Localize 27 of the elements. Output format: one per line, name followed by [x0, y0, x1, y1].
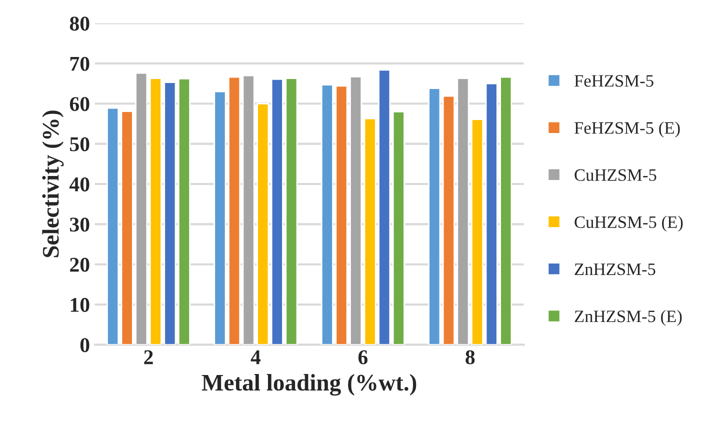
y-tick-label: 70 [70, 56, 90, 71]
bar [178, 78, 191, 345]
y-tick-label: 20 [70, 258, 90, 272]
x-tick-label: 8 [466, 350, 475, 364]
bar [228, 76, 241, 345]
y-tick-label: 80 [70, 16, 90, 31]
y-tick-label: 60 [70, 97, 90, 112]
y-tick-label: 50 [70, 137, 90, 152]
bar [214, 90, 226, 345]
legend-label: FeHZSM-5 [574, 75, 654, 87]
x-tick-label: 6 [358, 350, 368, 364]
legend-label: CuHZSM-5 [574, 169, 656, 181]
legend-label: FeHZSM-5 (E) [574, 122, 680, 138]
bar [428, 88, 441, 345]
y-tick-label: 40 [69, 177, 90, 192]
y-tick-label: 10 [70, 298, 90, 312]
x-axis-title: Metal loading (%wt.) [202, 374, 416, 396]
y-tick-label: 0 [80, 338, 90, 352]
bar [392, 110, 405, 345]
x-tick-label: 4 [250, 350, 261, 364]
legend-label: CuHZSM-5 (E) [574, 216, 683, 232]
y-tick-label: 30 [70, 218, 90, 232]
y-axis-title: Selectivity (%) [42, 110, 64, 258]
x-tick-label: 2 [144, 350, 153, 364]
legend-label: ZnHZSM-5 [574, 263, 656, 276]
bar [106, 107, 120, 345]
legend-label: ZnHZSM-5 (E) [574, 310, 682, 326]
